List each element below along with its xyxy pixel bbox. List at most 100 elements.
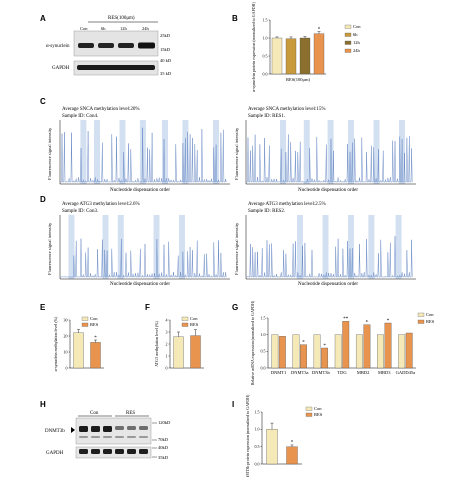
legend-label: RES <box>90 322 99 327</box>
significance-mark: * <box>366 320 369 325</box>
bar <box>266 429 278 465</box>
panel-h: H Con RES DNMT3b GAPDH 120kD 70kD 40kD 3… <box>40 400 171 460</box>
trace-line <box>60 238 227 278</box>
y-tick-label: 1.0 <box>255 427 260 432</box>
y-tick-label: 1 <box>166 353 168 358</box>
bar <box>398 334 406 369</box>
cpg-highlight <box>348 215 354 279</box>
bar <box>313 334 321 369</box>
cpg-highlight <box>373 120 380 184</box>
chart-g: 0.0 0.5 1.0 1.5 Relative mRNA expression (no… <box>250 300 435 385</box>
cpg-highlight <box>80 120 87 184</box>
significance-mark: * <box>291 441 294 446</box>
panel-h-group-con: Con <box>90 411 99 416</box>
cpg-highlight <box>179 215 185 279</box>
blot-band <box>79 449 88 454</box>
bar <box>190 335 201 369</box>
bar <box>271 334 279 369</box>
y-tick-label: 3 <box>166 329 168 334</box>
bar <box>299 37 311 75</box>
x-tick-label: DNMT3a <box>291 370 309 375</box>
legend-label: Con <box>353 24 361 29</box>
panel-c-ylabel: Fluorescence signal intensity <box>47 127 52 180</box>
panel-d-right-title: Average ATG3 methylation level:2.5% <box>248 202 326 207</box>
panel-a-label: A <box>40 14 46 23</box>
blot-band <box>79 426 88 432</box>
blot-band <box>91 426 100 432</box>
legend-swatch <box>417 312 425 317</box>
cpg-highlight <box>162 120 168 184</box>
panel-h-marker: 40kD <box>158 445 169 450</box>
cpg-highlight <box>303 120 310 184</box>
y-tick-label: 0.5 <box>263 53 268 58</box>
y-tick-label: 0.5 <box>261 349 266 354</box>
bar <box>173 336 184 369</box>
panel-e: E 0 10 20 30 α-synuclein methylation level (… <box>40 303 104 371</box>
y-axis-label: ATG3 methylation level (%) <box>154 321 159 367</box>
x-axis-label: RES(100μm) <box>286 77 310 82</box>
chart-b: 0.0 0.5 1.0 1.5 α-synuclein protein expressi… <box>251 1 361 91</box>
panel-a-band <box>77 65 155 70</box>
panel-g-label: G <box>232 303 238 312</box>
bar <box>286 446 298 465</box>
legend-swatch <box>181 316 189 321</box>
panel-d-xlabel: Nucleotide dispensation order <box>298 282 358 287</box>
blot-band <box>103 449 112 454</box>
panel-a-row-gapdh: GAPDH <box>52 66 70 71</box>
bar <box>313 33 325 75</box>
panel-a-marker: 15kD <box>160 47 171 52</box>
panel-c-left-title: Average SNCA methylation level:20% <box>62 107 140 112</box>
trace-line <box>246 134 413 183</box>
blot-band <box>115 449 124 454</box>
legend-swatch <box>344 32 352 37</box>
blot-band <box>103 436 112 438</box>
panel-c-right-title: Average SNCA methylation level:15% <box>248 107 326 112</box>
legend-swatch <box>181 322 189 327</box>
legend-label: Con <box>314 406 322 411</box>
significance-mark: * <box>387 319 390 324</box>
legend-swatch <box>417 319 425 324</box>
cpg-highlight <box>94 120 100 184</box>
x-tick-label: DNMT3b <box>312 370 330 375</box>
legend-swatch <box>81 322 89 327</box>
cpg-highlight <box>322 215 329 279</box>
y-tick-label: 0 <box>66 365 68 370</box>
blot-band <box>139 426 148 430</box>
panel-g: G 0.0 0.5 1.0 1.5 Relative mRNA expression (… <box>232 300 435 385</box>
panel-d-right-sample: Sample ID: RES2. <box>248 209 285 214</box>
legend-label: 24h <box>353 48 361 53</box>
cpg-highlight <box>297 215 303 279</box>
panel-h-marker: 35kD <box>158 455 169 460</box>
panel-a-band <box>78 43 94 48</box>
panel-a-marker: 40 kD <box>160 58 172 63</box>
blot-band <box>127 436 136 438</box>
legend-swatch <box>81 316 89 321</box>
y-axis-label: DNMT3b protein expression (normalized to… <box>245 394 250 477</box>
y-tick-label: 1.5 <box>263 17 268 22</box>
legend-swatch <box>344 48 352 53</box>
legend-swatch <box>305 406 313 411</box>
legend-label: Con <box>190 316 198 321</box>
legend-label: Con <box>426 312 434 317</box>
panel-i-label: I <box>232 400 234 409</box>
panel-e-label: E <box>40 303 46 312</box>
bar <box>377 334 384 369</box>
bar <box>271 37 283 75</box>
legend-swatch <box>344 24 352 29</box>
y-axis-label: α-synuclein methylation level (%) <box>53 316 58 371</box>
panel-i: I 0.0 0.5 1.0 1.5 DNMT3b protein expression … <box>232 394 323 477</box>
y-axis-label: Relative mRNA expression (normalized to … <box>250 300 255 385</box>
blot-band <box>127 449 136 454</box>
legend-label: 6h <box>353 32 358 37</box>
blot-band <box>139 449 148 454</box>
legend-label: RES <box>190 322 199 327</box>
y-tick-label: 1.0 <box>263 35 268 40</box>
panel-d-left-title: Average ATG3 methylation level:2.6% <box>62 202 140 207</box>
panel-a-row-synuclein: α-synuclein <box>46 44 70 49</box>
panel-h-group-res: RES <box>126 411 135 416</box>
pyrogram-d-res <box>245 215 416 280</box>
y-tick-label: 20 <box>64 333 68 338</box>
panel-a-band <box>98 43 114 48</box>
panel-a-group-label: RES(100μm) <box>108 16 135 21</box>
cpg-highlight <box>119 120 126 184</box>
